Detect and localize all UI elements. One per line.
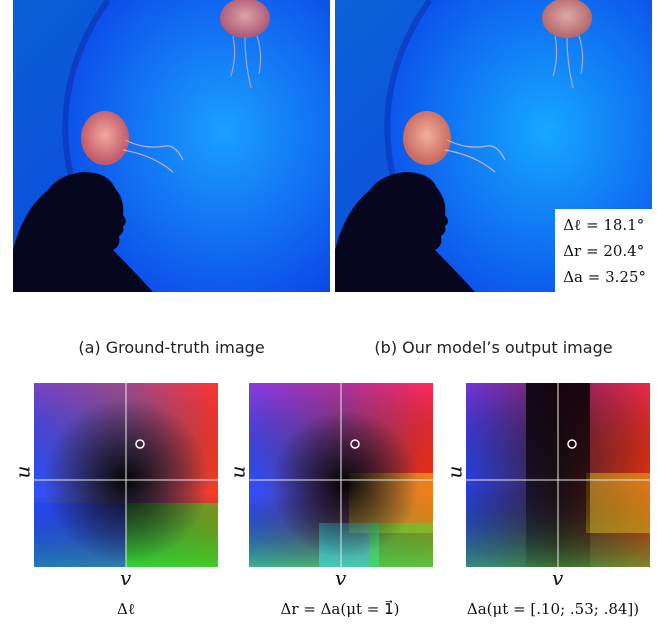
error-plot-delta-r	[249, 383, 433, 567]
metric-delta-a: Δa = 3.25°	[563, 268, 646, 286]
metric-delta-l: Δℓ = 18.1°	[563, 216, 645, 234]
plot-3-u-axis-label: u	[442, 465, 467, 479]
plot-1-u-axis-label: u	[10, 465, 35, 479]
caption-ground-truth: (a) Ground-truth image	[78, 338, 265, 357]
plot-2-v-axis-label: v	[335, 566, 347, 590]
error-plot-delta-l	[34, 383, 218, 567]
plot-1-v-axis-label: v	[120, 566, 132, 590]
error-plot-delta-a	[466, 383, 650, 567]
ground-truth-image	[13, 0, 330, 292]
model-output-image: Δℓ = 18.1° Δr = 20.4° Δa = 3.25°	[335, 0, 652, 292]
plot-2-caption: Δr = Δa(μt = 1⃗)	[280, 600, 400, 618]
caption-model-output: (b) Our model’s output image	[374, 338, 613, 357]
plot-3-caption: Δa(μt = [.10; .53; .84])	[466, 600, 640, 618]
plot-2-u-axis-label: u	[225, 465, 250, 479]
plot-1-caption: Δℓ	[116, 600, 136, 618]
plot-3-v-axis-label: v	[552, 566, 564, 590]
error-metrics-box: Δℓ = 18.1° Δr = 20.4° Δa = 3.25°	[555, 209, 652, 292]
metric-delta-r: Δr = 20.4°	[563, 242, 645, 260]
